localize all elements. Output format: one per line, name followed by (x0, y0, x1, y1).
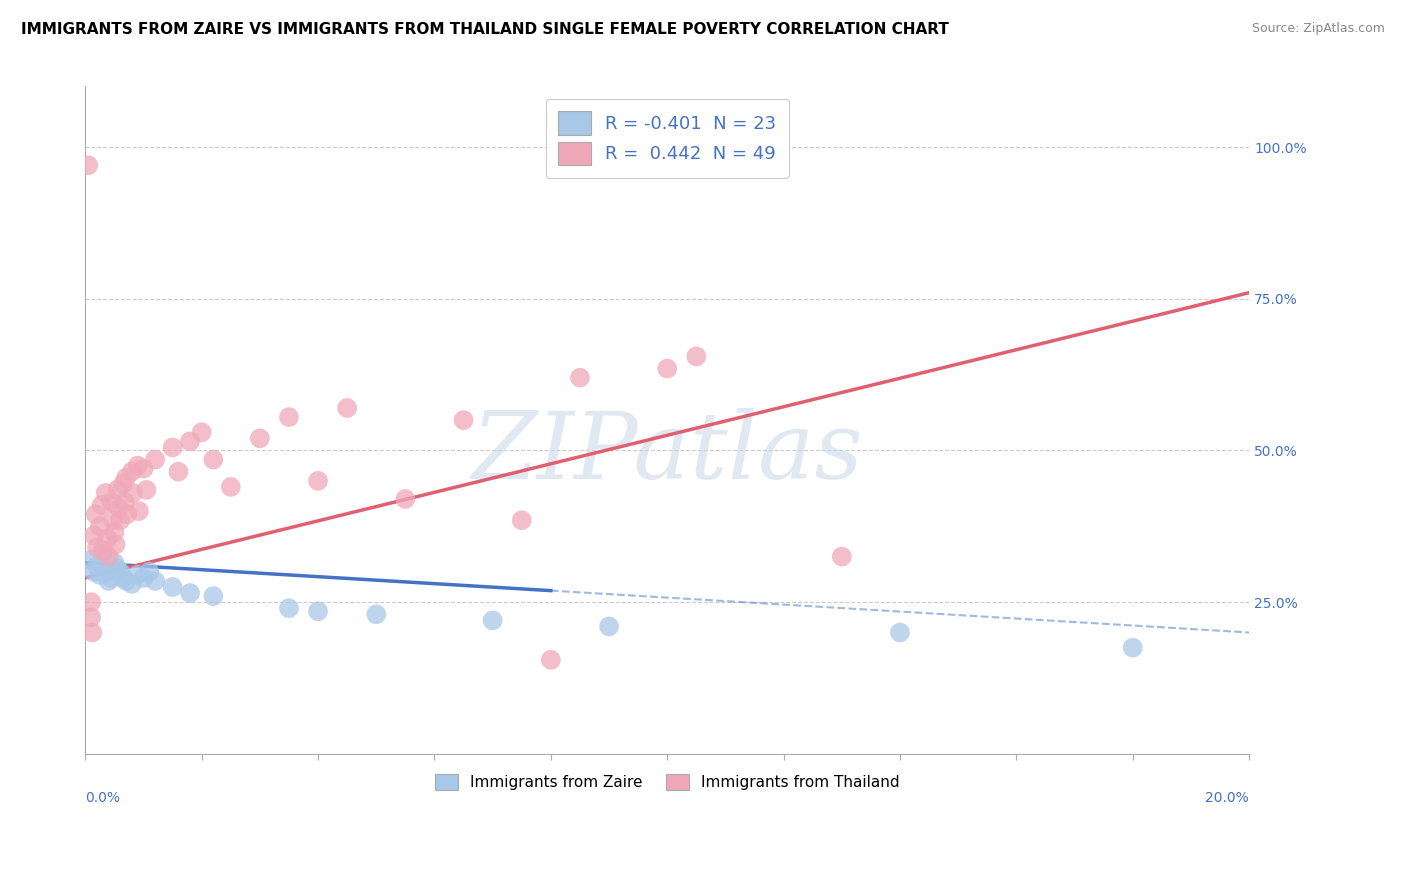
Point (96, 532, 118, 546)
Point (114, 495, 136, 509)
Point (100, 495, 122, 509)
Point (128, 504, 150, 518)
Point (162, 441, 184, 455)
Point (94, 565, 117, 579)
Point (110, 565, 132, 579)
Point (598, 619, 620, 633)
Point (94, 486, 117, 500)
Point (121, 465, 143, 479)
Legend: Immigrants from Zaire, Immigrants from Thailand: Immigrants from Zaire, Immigrants from T… (429, 768, 905, 797)
Point (89, 519, 111, 533)
Point (685, 350, 707, 364)
Point (80, 610, 103, 624)
Point (104, 537, 127, 551)
Point (132, 571, 155, 585)
Point (112, 476, 135, 491)
Point (83, 528, 105, 542)
Point (307, 604, 329, 618)
Point (366, 607, 388, 622)
Point (115, 471, 138, 485)
Point (568, 370, 591, 384)
Point (1122, 640, 1144, 655)
Point (540, 653, 562, 667)
Point (138, 565, 160, 579)
Text: 0.0%: 0.0% (86, 790, 121, 805)
Point (86, 558, 108, 573)
Point (219, 480, 242, 494)
Point (453, 413, 475, 427)
Point (97, 574, 120, 588)
Point (143, 452, 166, 467)
Point (122, 486, 145, 500)
Point (90, 498, 112, 512)
Point (115, 507, 138, 521)
Point (510, 513, 533, 527)
Point (121, 577, 143, 591)
Point (112, 571, 135, 585)
Point (77, 158, 100, 172)
Point (657, 361, 679, 376)
Point (83, 565, 105, 579)
Point (127, 567, 149, 582)
Point (103, 525, 125, 540)
Point (108, 501, 131, 516)
Point (481, 613, 503, 627)
Point (127, 458, 149, 473)
Point (80, 552, 103, 566)
Text: Source: ZipAtlas.com: Source: ZipAtlas.com (1251, 22, 1385, 36)
Point (278, 410, 301, 425)
Point (202, 589, 225, 603)
Point (132, 461, 155, 475)
Point (110, 513, 132, 527)
Point (86, 541, 108, 555)
Point (100, 571, 122, 585)
Text: ZIPatlas: ZIPatlas (471, 409, 863, 499)
Point (394, 491, 416, 506)
Point (179, 434, 201, 449)
Point (82, 625, 104, 640)
Text: 20.0%: 20.0% (1205, 790, 1249, 805)
Point (202, 452, 225, 467)
Point (167, 465, 190, 479)
Point (831, 549, 853, 564)
Point (135, 483, 157, 497)
Point (97, 549, 120, 564)
Point (84, 507, 107, 521)
Point (89, 567, 111, 582)
Point (249, 431, 271, 445)
Point (190, 425, 212, 440)
Point (179, 586, 201, 600)
Point (162, 580, 184, 594)
Point (80, 595, 103, 609)
Point (278, 601, 301, 615)
Point (336, 401, 359, 415)
Point (103, 556, 125, 570)
Point (91, 547, 114, 561)
Point (105, 483, 128, 497)
Point (143, 574, 166, 588)
Point (105, 562, 128, 576)
Point (103, 513, 125, 527)
Point (115, 574, 138, 588)
Point (91, 543, 114, 558)
Point (307, 474, 329, 488)
Text: IMMIGRANTS FROM ZAIRE VS IMMIGRANTS FROM THAILAND SINGLE FEMALE POVERTY CORRELAT: IMMIGRANTS FROM ZAIRE VS IMMIGRANTS FROM… (21, 22, 949, 37)
Point (889, 625, 911, 640)
